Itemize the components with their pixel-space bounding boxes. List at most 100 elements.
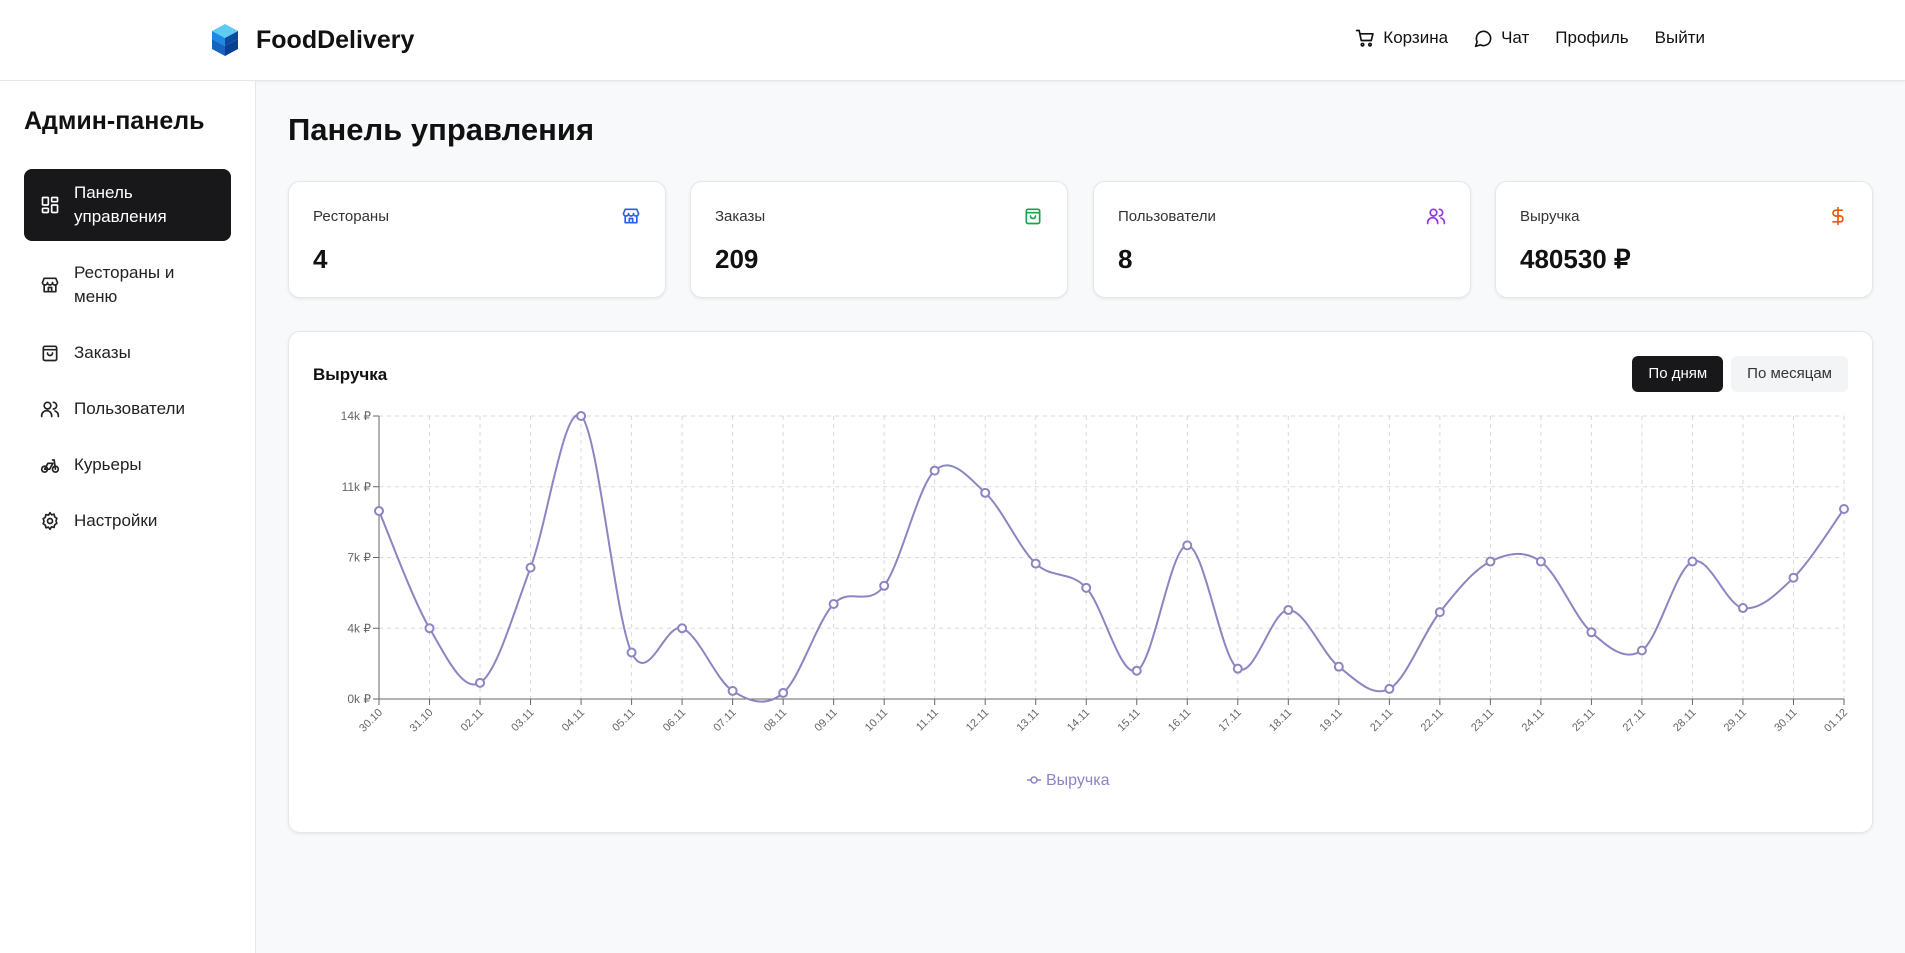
x-tick-label: 30.10 [357,707,385,735]
x-tick-label: 08.11 [762,707,789,734]
nav-logout[interactable]: Выйти [1655,28,1705,48]
x-tick-label: 02.11 [459,707,486,734]
x-tick-label: 19.11 [1318,707,1345,734]
x-tick-label: 13.11 [1014,707,1041,734]
data-point [1333,661,1344,672]
stat-value: 8 [1118,244,1133,274]
sidebar-item-restaurants[interactable]: Рестораны и меню [24,249,231,321]
toggle-by-months-button[interactable]: По месяцам [1731,356,1848,392]
x-tick-label: 21.11 [1368,707,1395,734]
y-tick-label: 4k ₽ [347,621,371,635]
x-tick-label: 29.11 [1722,707,1749,734]
nav-logout-label: Выйти [1654,28,1705,47]
x-tick-label: 03.11 [509,707,536,734]
app-header: FoodDelivery Корзина Чат Профиль Выйти [0,0,1905,81]
data-point [525,562,536,573]
sidebar-item-users[interactable]: Пользователи [24,385,231,433]
store-icon [41,277,59,293]
cart-icon [1356,29,1375,47]
x-tick-label: 27.11 [1621,707,1648,734]
data-point [1636,645,1647,656]
brand[interactable]: FoodDelivery [210,22,414,58]
data-point [424,623,435,634]
x-tick-label: 22.11 [1419,707,1446,734]
users-icon [1426,208,1446,225]
top-navigation: Корзина Чат Профиль Выйти [1355,28,1705,48]
nav-profile-label: Профиль [1555,28,1629,47]
stat-label: Пользователи [1118,208,1216,225]
sidebar-item-label: Рестораны и меню [74,263,175,306]
legend-label: Выручка [1046,772,1110,789]
revenue-chart-card: Выручка По дням По месяцам 0k ₽ 4k ₽ 7k ₽ 1… [288,331,1873,833]
data-point [626,647,637,658]
x-tick-label: 24.11 [1520,707,1547,734]
sidebar-item-orders[interactable]: Заказы [24,329,231,377]
data-point [1030,558,1041,569]
y-tick-label: 11k ₽ [342,480,372,494]
data-point [374,506,384,517]
nav-cart[interactable]: Корзина [1355,28,1448,48]
x-tick-label: 05.11 [610,707,637,734]
gear-icon [42,511,58,531]
sidebar-item-label: Курьеры [74,455,142,474]
stat-value: 4 [313,244,328,274]
chat-icon [1474,30,1492,47]
store-icon [622,208,640,224]
data-point [1131,665,1142,676]
toggle-by-days-button[interactable]: По дням [1632,356,1724,392]
sidebar-item-couriers[interactable]: Курьеры [24,441,231,489]
data-point [1485,556,1496,567]
data-point [1283,605,1294,616]
nav-cart-label: Корзина [1383,28,1449,47]
chart-title: Выручка [313,365,388,384]
sidebar-item-label: Пользователи [74,399,185,418]
page-title: Панель управления [288,112,595,147]
data-point [1788,572,1799,583]
y-tick-label: 0k ₽ [347,692,371,706]
sidebar: Админ-панель Панель управления Рестораны… [0,81,256,953]
data-point [1535,556,1546,567]
data-point [576,411,587,421]
data-point [1586,627,1597,638]
x-tick-label: 12.11 [964,707,991,734]
stat-label: Заказы [715,208,766,225]
revenue-line-chart: 0k ₽ 4k ₽ 7k ₽ 11k ₽ 14k ₽ 30.10 31.10 02.11 03.… [341,409,1850,789]
data-point [1434,607,1445,618]
nav-profile[interactable]: Профиль [1555,28,1628,48]
stat-card-restaurants: Рестораны 4 [288,181,666,298]
x-tick-label: 31.10 [408,707,436,735]
x-tick-label: 06.11 [661,707,688,734]
y-tick-label: 14k ₽ [341,409,372,423]
sidebar-item-dashboard[interactable]: Панель управления [24,169,231,241]
nav-chat[interactable]: Чат [1474,28,1529,48]
stat-card-users: Пользователи 8 [1093,181,1471,298]
sidebar-item-label: Настройки [74,511,158,530]
x-tick-label: 14.11 [1065,707,1092,734]
data-point [1737,603,1748,614]
bike-icon [40,459,60,473]
x-tick-label: 28.11 [1671,707,1698,734]
stat-card-revenue: Выручка 480530 ₽ [1495,181,1873,298]
data-point [879,580,890,591]
dashboard-icon [41,196,59,214]
data-point [1081,582,1092,593]
stat-card-orders: Заказы 209 [690,181,1068,298]
x-tick-label: 15.11 [1116,707,1143,734]
x-tick-label: 18.11 [1267,707,1294,734]
stat-value: 209 [715,244,759,274]
legend-marker [1030,776,1038,784]
x-tick-label: 11.11 [914,707,941,734]
users-icon [40,401,60,418]
data-point [727,685,738,696]
stat-label: Рестораны [313,208,389,225]
sidebar-item-label: Заказы [74,343,131,362]
dollar-icon [1832,206,1844,226]
data-point [980,487,991,498]
x-tick-label: 23.11 [1469,707,1496,734]
period-toggle: По дням По месяцам [1632,356,1848,392]
x-tick-label: 07.11 [711,707,738,734]
data-point [1232,663,1243,674]
series-line-revenue [378,413,1845,703]
sidebar-item-settings[interactable]: Настройки [24,497,231,545]
x-tick-label: 04.11 [560,707,587,734]
